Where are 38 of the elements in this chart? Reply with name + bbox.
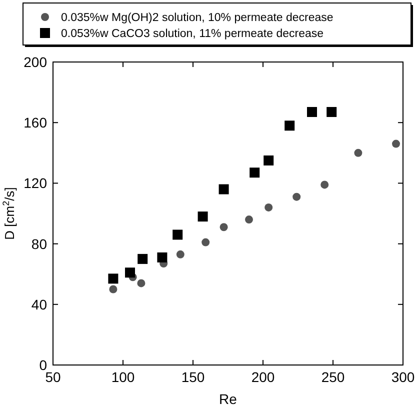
point (176, 250, 184, 258)
point (198, 212, 208, 222)
x-tick-label: 300 (391, 369, 415, 385)
point (138, 254, 148, 264)
point (307, 106, 317, 117)
point (264, 203, 273, 212)
legend-label: 0.053%w CaCO3 solution, 11% permeate decrease (61, 28, 324, 40)
x-tick-label: 150 (181, 369, 205, 385)
point (250, 168, 260, 178)
x-tick-label: 50 (45, 369, 61, 385)
point (264, 155, 274, 166)
y-tick-label: 160 (24, 114, 48, 131)
point (245, 216, 253, 224)
y-tick-label: 120 (24, 175, 48, 192)
x-tick-label: 250 (321, 369, 345, 385)
y-tick-label: 200 (24, 54, 48, 70)
x-axis-title: Re (219, 391, 238, 407)
point (172, 230, 183, 240)
y-tick-label: 0 (39, 357, 48, 373)
legend-label: 0.035%w Mg(OH)2 solution, 10% permeate decrease (61, 12, 334, 24)
x-tick-label: 200 (251, 369, 275, 385)
point (326, 106, 337, 117)
y-tick-label: 80 (31, 236, 48, 252)
point (292, 192, 301, 201)
point (284, 120, 295, 131)
point (108, 274, 118, 284)
point (137, 279, 146, 288)
point (220, 223, 228, 232)
x-tick-label: 100 (111, 369, 135, 385)
point (125, 268, 135, 278)
point (157, 252, 168, 262)
point (109, 285, 118, 294)
point (392, 140, 400, 148)
y-tick-label: 40 (31, 296, 48, 312)
point (202, 238, 210, 246)
point (354, 148, 362, 157)
point (320, 180, 329, 189)
point (218, 184, 229, 194)
